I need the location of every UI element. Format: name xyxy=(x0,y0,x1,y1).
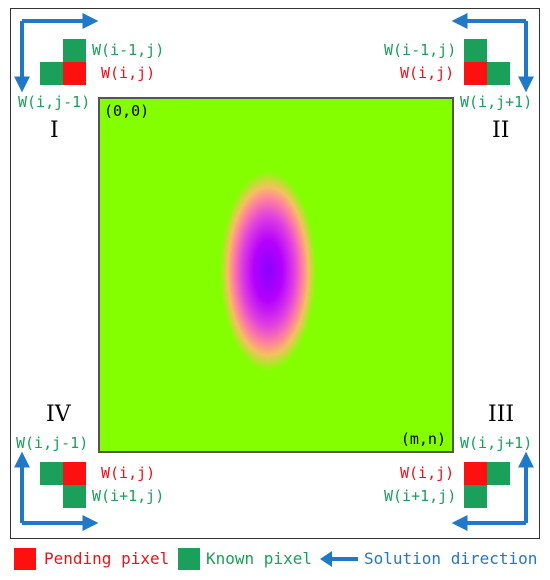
q1-known-cell-top xyxy=(63,39,86,62)
q1-numeral: I xyxy=(50,118,59,143)
q1-side-label: W(i,j-1) xyxy=(18,93,91,111)
q3-numeral: III xyxy=(488,402,515,427)
q2-known-cell-right xyxy=(487,62,510,85)
legend-pending-swatch xyxy=(14,548,36,570)
q4-pending-cell xyxy=(63,462,86,485)
q2-mid-label: W(i,j) xyxy=(400,64,455,82)
gaussian-field: (0,0) (m,n) xyxy=(98,97,454,453)
q1-known-cell-left xyxy=(40,62,63,85)
legend-direction-label: Solution direction xyxy=(364,549,538,568)
legend-known-swatch xyxy=(178,548,200,570)
q4-mid-label: W(i,j) xyxy=(101,464,156,482)
q3-mid-label: W(i,j) xyxy=(400,464,455,482)
legend-arrow-icon xyxy=(320,551,358,567)
q3-known-cell-bottom xyxy=(464,485,487,508)
q3-pending-cell xyxy=(464,462,487,485)
q3-known-cell-right xyxy=(487,462,510,485)
diagram-frame xyxy=(10,8,540,539)
legend: Pending pixel Known pixel Solution direc… xyxy=(0,544,550,574)
end-label: (m,n) xyxy=(400,430,446,448)
q3-bottom-label: W(i+1,j) xyxy=(384,487,457,505)
q1-top-label: W(i-1,j) xyxy=(92,41,165,59)
q4-side-label: W(i,j-1) xyxy=(16,434,89,452)
q3-side-label: W(i,j+1) xyxy=(460,434,533,452)
origin-label: (0,0) xyxy=(104,102,150,120)
legend-pending-label: Pending pixel xyxy=(44,549,170,568)
q2-numeral: II xyxy=(492,118,510,143)
q4-known-cell-bottom xyxy=(63,485,86,508)
q2-side-label: W(i,j+1) xyxy=(460,93,533,111)
q2-known-cell-top xyxy=(464,39,487,62)
q4-known-cell-left xyxy=(40,462,63,485)
q2-top-label: W(i-1,j) xyxy=(384,41,457,59)
legend-known-label: Known pixel xyxy=(206,549,312,568)
q4-bottom-label: W(i+1,j) xyxy=(92,487,165,505)
q1-mid-label: W(i,j) xyxy=(101,64,156,82)
q4-numeral: IV xyxy=(46,402,71,427)
q2-pending-cell xyxy=(464,62,487,85)
q1-pending-cell xyxy=(63,62,86,85)
